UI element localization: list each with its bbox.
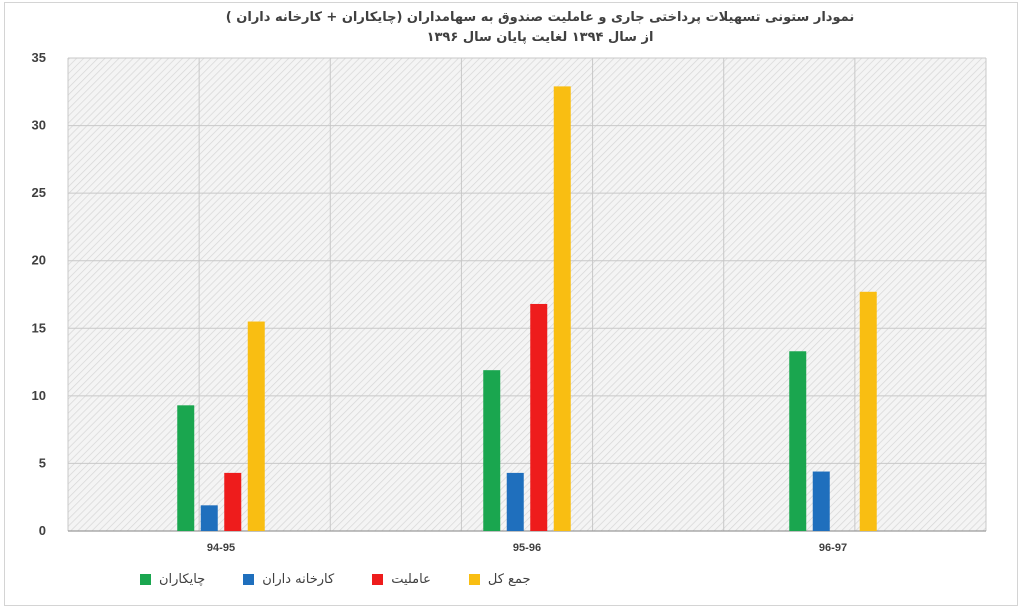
legend-item: عاملیت [372,572,431,587]
y-tick-label: 10 [32,388,46,403]
bar [789,351,807,531]
bars [177,86,877,531]
chart-subtitle: از سال ۱۳۹۴ لغایت پایان سال ۱۳۹۶ [426,30,654,45]
plot-area [68,58,986,531]
bar [247,321,265,531]
legend-label: چایکاران [159,571,206,587]
legend-label: عاملیت [391,571,431,587]
bar [177,405,195,531]
legend-swatch [243,573,255,585]
tick-labels: 0 5 10 15 20 25 30 35 94-95 95-96 96-97 [32,50,848,554]
bar [506,472,524,531]
legend-label: جمع کل [487,571,531,587]
legend-label: کارخانه داران [262,571,335,587]
y-tick-label: 30 [32,118,46,133]
y-tick-label: 0 [39,523,46,538]
bar [200,505,218,531]
bar [553,86,571,531]
x-tick-label: 94-95 [207,542,235,554]
x-tick-label: 96-97 [819,542,847,554]
legend-item: کارخانه داران [243,572,334,587]
legend-item: جمع کل [468,571,531,587]
bar [530,303,548,531]
bar [224,472,242,531]
legend-swatch [468,573,480,585]
legend-swatch [372,573,384,585]
y-tick-label: 25 [32,185,46,200]
chart-title-block: نمودار ستونی تسهیلات پرداختی جاری و عامل… [120,8,960,48]
y-tick-label: 15 [32,320,46,335]
bar [483,370,501,531]
x-tick-label: 95-96 [513,542,541,554]
legend-swatch [140,573,151,585]
y-tick-label: 5 [39,455,46,470]
chart-title: نمودار ستونی تسهیلات پرداختی جاری و عامل… [225,10,855,25]
bar [812,471,830,531]
legend: چایکاران کارخانه داران عاملیت جمع کل [140,568,569,590]
bar [859,291,877,531]
y-tick-label: 35 [32,50,46,65]
legend-item: چایکاران [140,572,205,587]
y-tick-label: 20 [32,253,46,268]
